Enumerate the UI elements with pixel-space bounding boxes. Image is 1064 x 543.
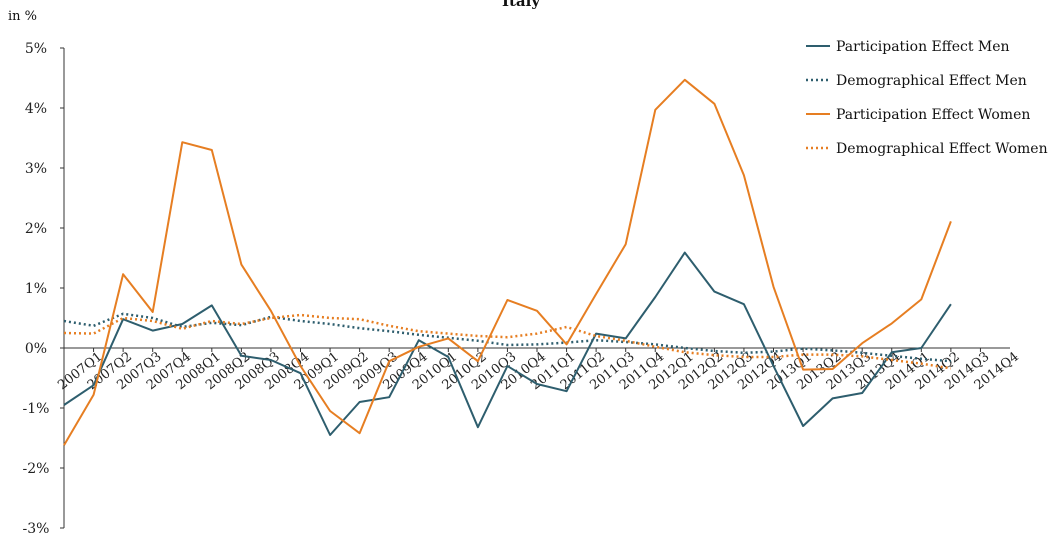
y-tick-label: 3% — [25, 161, 47, 177]
y-tick-label: -2% — [23, 461, 50, 477]
series-line — [63, 313, 952, 370]
y-tick-label: -3% — [23, 521, 50, 537]
series-line — [63, 312, 952, 363]
y-tick-label: 0% — [25, 341, 47, 357]
legend-label: Demographical Effect Women — [836, 141, 1048, 157]
legend-label: Participation Effect Women — [836, 107, 1030, 123]
y-axis-unit-label: in % — [8, 9, 37, 24]
legend-label: Participation Effect Men — [836, 39, 1010, 55]
y-tick-label: 4% — [25, 101, 47, 117]
legend: Participation Effect Men Demographical Ef… — [806, 39, 1048, 157]
series-layer — [63, 78, 952, 446]
legend-label: Demographical Effect Men — [836, 73, 1027, 89]
chart-title: Italy — [502, 0, 541, 10]
series-line — [63, 78, 952, 446]
y-axis: 5% 4% 3% 2% 1% 0% -1% -2% -3% — [23, 41, 65, 537]
y-tick-label: 1% — [25, 281, 47, 297]
y-tick-label: 2% — [25, 221, 47, 237]
y-tick-label: 5% — [25, 41, 47, 57]
series-line — [63, 251, 952, 436]
y-tick-label: -1% — [23, 401, 50, 417]
